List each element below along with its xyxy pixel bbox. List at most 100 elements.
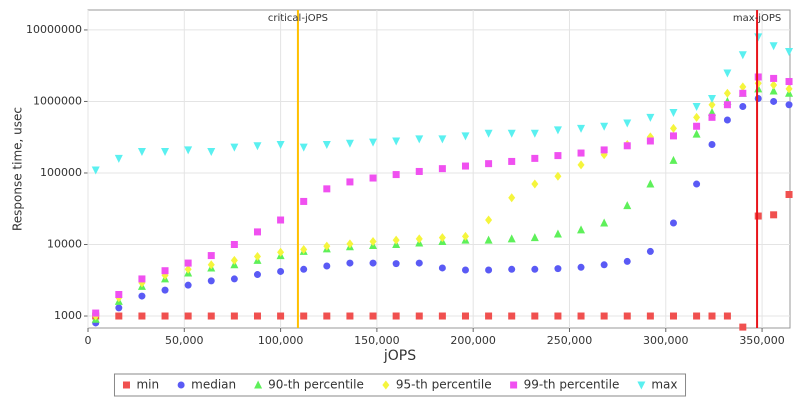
point [161,147,170,156]
point [669,155,678,164]
point [669,123,677,133]
point [785,191,793,199]
point [322,141,331,150]
point [137,147,146,156]
point [300,312,308,320]
point [785,84,793,94]
point [300,197,308,205]
point [507,234,516,243]
point [646,179,655,188]
point [461,162,469,170]
y-tick-label: 100000 [40,166,82,179]
point [115,312,123,320]
point [531,179,539,189]
point [508,193,516,203]
x-tick-label: 300,000 [643,334,689,347]
point [669,219,677,227]
legend-marker [637,381,646,390]
x-tick-label: 350,000 [739,334,785,347]
point [554,265,562,273]
point [508,312,516,320]
point [461,266,469,274]
point [600,146,608,154]
point [770,97,778,105]
point [754,94,762,102]
point [438,312,446,320]
point [323,185,331,193]
legend-label: 99-th percentile [524,378,620,392]
x-tick-label: 100,000 [258,334,304,347]
point [485,266,493,274]
point [623,201,632,210]
point [754,73,762,81]
point [184,312,192,320]
point [723,88,731,98]
legend-box [113,373,687,397]
point [693,122,701,130]
point [739,103,747,111]
legend-marker [510,381,518,389]
point [692,129,701,138]
point [485,312,493,320]
point [299,143,308,152]
point [484,235,493,244]
point [770,80,778,90]
point [392,171,400,179]
point [754,212,762,220]
point [769,86,778,95]
point [115,304,123,312]
point [415,167,423,175]
point [577,225,586,234]
point [461,132,470,141]
point [369,259,377,267]
point [708,113,716,121]
x-tick-label: 50,000 [165,334,204,347]
point [276,141,285,150]
point [708,100,716,110]
point [207,147,216,156]
point [785,47,794,56]
point [530,129,539,138]
legend-label: min [136,378,159,392]
point [646,247,654,255]
point [600,218,609,227]
point [346,239,354,249]
point [485,160,493,168]
point [415,259,423,267]
point [253,251,261,261]
point [770,74,778,82]
point [708,312,716,320]
point [207,252,215,260]
point [577,263,585,271]
y-tick-label: 1000000 [33,94,82,107]
point [623,257,631,265]
point [323,262,331,270]
point [693,312,701,320]
point [577,149,585,157]
x-tick-label: 250,000 [547,334,593,347]
point [230,275,238,283]
point [692,103,701,112]
point [369,237,377,247]
point [369,138,378,147]
point [600,312,608,320]
point [92,309,100,317]
point [723,116,731,124]
point [646,137,654,145]
point [723,312,731,320]
point [161,286,169,294]
x-axis-label: jOPS [383,348,416,364]
point [738,51,747,60]
point [207,260,215,270]
point [623,119,632,128]
point [508,157,516,165]
x-tick-label: 0 [85,334,92,347]
point [554,152,562,160]
legend-marker [254,380,263,389]
point [277,216,285,224]
point [508,265,516,273]
point [554,171,562,181]
x-tick-label: 150,000 [354,334,400,347]
legend-marker [382,380,390,390]
point [438,233,446,243]
